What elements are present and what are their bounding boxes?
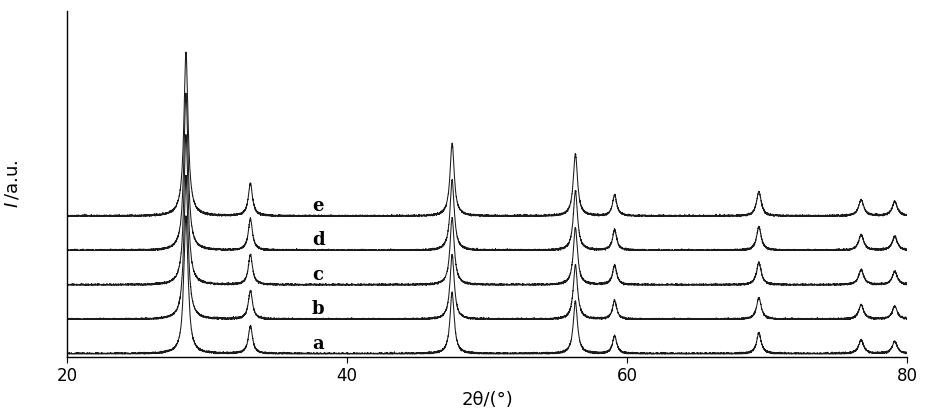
Text: d: d xyxy=(312,231,324,249)
Text: $I\,$/a.u.: $I\,$/a.u. xyxy=(4,160,21,208)
Text: e: e xyxy=(312,197,323,215)
Text: b: b xyxy=(312,300,324,318)
X-axis label: 2θ/(°): 2θ/(°) xyxy=(461,391,512,409)
Text: c: c xyxy=(312,266,323,284)
Text: a: a xyxy=(312,335,323,352)
